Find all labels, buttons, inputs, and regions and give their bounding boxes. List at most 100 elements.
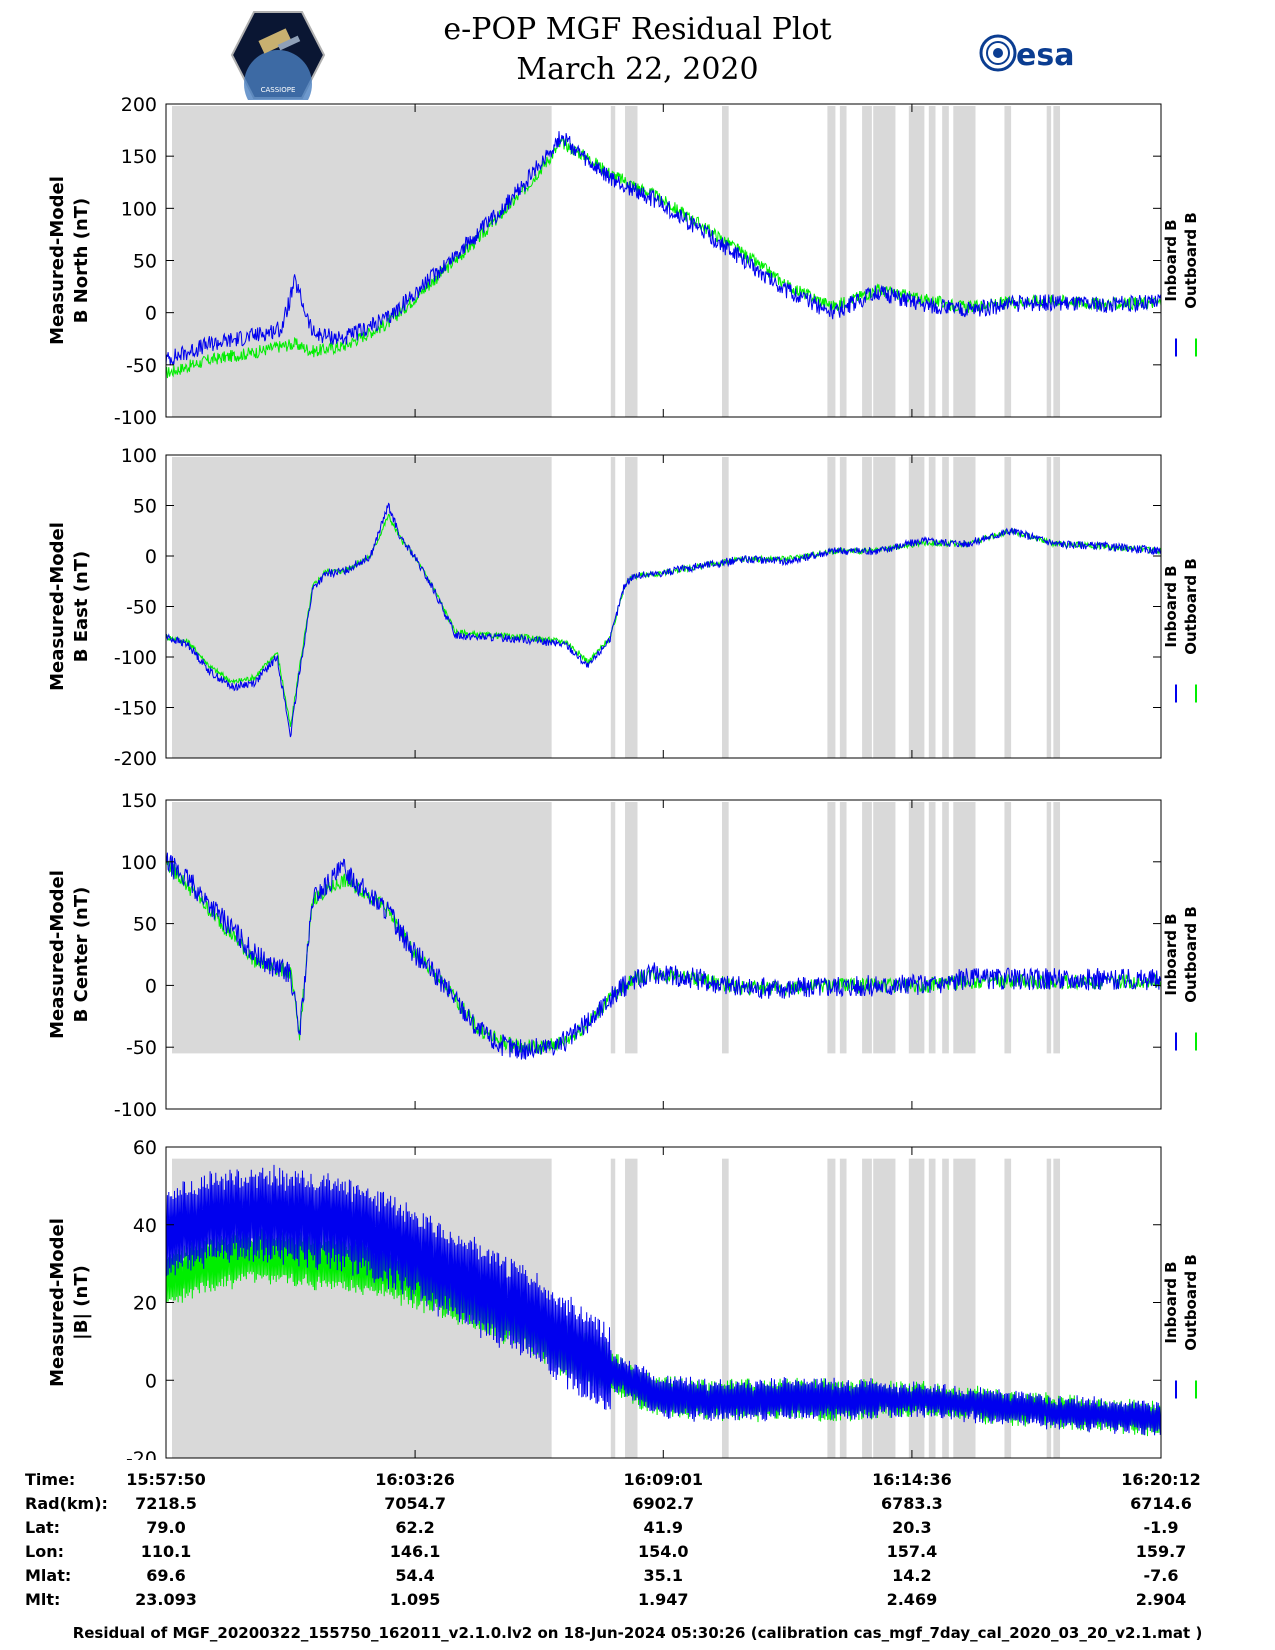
x-tick-rad-value: 7054.7: [384, 1494, 446, 1513]
y-tick-label: 100: [121, 198, 157, 220]
cassiope-logo: CASSIOPE: [230, 11, 326, 100]
y-axis-label-line1: Measured-Model: [47, 522, 68, 691]
x-tick-time-value: 16:14:36: [872, 1470, 952, 1489]
y-tick-label: -100: [114, 1099, 157, 1121]
y-tick-label: -50: [126, 355, 157, 377]
x-tick-rad-value: 6783.3: [881, 1494, 943, 1513]
x-tick-lon-value: 146.1: [389, 1542, 441, 1561]
x-tick-mlat-value: 69.6: [146, 1566, 186, 1585]
legend-outboard-label: Outboard B: [1182, 212, 1200, 309]
x-tick-lon-value: 157.4: [886, 1542, 938, 1561]
y-tick-label: 40: [133, 1215, 157, 1237]
x-tick-mlt-value: 2.904: [1135, 1590, 1187, 1609]
y-tick-label: -100: [114, 407, 157, 429]
x-tick-lon-value: 154.0: [637, 1542, 689, 1561]
legend: Inboard B Outboard B: [1162, 558, 1200, 655]
x-tick-mlt-value: 1.095: [389, 1590, 441, 1609]
y-tick-label: -150: [114, 698, 157, 720]
legend: Inboard B Outboard B: [1162, 212, 1200, 309]
series-inboard-b: [165, 131, 1162, 366]
y-tick-label: -20: [126, 1448, 157, 1460]
x-tick-lat-value: -1.9: [1143, 1518, 1179, 1537]
legend: Inboard B Outboard B: [1162, 1254, 1200, 1351]
mlt-label: Mlt:: [25, 1590, 61, 1609]
y-tick-label: 50: [133, 914, 157, 936]
y-tick-label: -200: [114, 748, 157, 770]
x-tick-time-value: 16:03:26: [375, 1470, 455, 1489]
panel-4: -20 0 20 40 60 Measured-Model |B| (nT) Inboard …: [47, 1137, 1200, 1460]
cassiope-logo-text: CASSIOPE: [261, 86, 296, 94]
lat-label: Lat:: [25, 1518, 61, 1537]
x-tick-mlat-value: 54.4: [395, 1566, 435, 1585]
y-tick-label: 150: [121, 146, 157, 168]
legend-inboard-label: Inboard B: [1162, 913, 1180, 995]
time-label: Time:: [25, 1470, 76, 1489]
x-tick-rad-value: 6714.6: [1130, 1494, 1192, 1513]
legend-inboard-label: Inboard B: [1162, 1261, 1180, 1343]
x-tick-lat-value: 79.0: [146, 1518, 186, 1537]
series-outboard-b: [165, 858, 1162, 1055]
x-tick-time-value: 16:20:12: [1121, 1470, 1201, 1489]
y-axis-label: Measured-Model B Center (nT): [47, 870, 92, 1039]
y-axis-label-line2: B East (nT): [71, 551, 92, 663]
y-axis-label-line1: Measured-Model: [47, 1218, 68, 1387]
x-tick-lon-value: 110.1: [140, 1542, 192, 1561]
x-tick-lat-value: 41.9: [643, 1518, 683, 1537]
x-tick-lat-value: 62.2: [395, 1518, 435, 1537]
x-tick-mlat-value: -7.6: [1143, 1566, 1179, 1585]
y-tick-label: 0: [145, 546, 157, 568]
y-tick-label: -100: [114, 647, 157, 669]
mlat-label: Mlat:: [25, 1566, 72, 1585]
x-tick-time-value: 16:09:01: [623, 1470, 704, 1489]
y-axis-label: Measured-Model |B| (nT): [47, 1218, 92, 1387]
esa-logo-text: esa: [1016, 38, 1074, 73]
legend-inboard-label: Inboard B: [1162, 219, 1180, 301]
legend-inboard-label: Inboard B: [1162, 565, 1180, 647]
y-axis-label-line2: |B| (nT): [71, 1265, 92, 1340]
chart-title: e-POP MGF Residual Plot: [443, 12, 832, 47]
y-tick-label: 100: [121, 852, 157, 874]
series-inboard-b: [165, 502, 1162, 738]
y-tick-label: -50: [126, 597, 157, 619]
y-axis-label: Measured-Model B North (nT): [47, 176, 92, 345]
y-tick-label: 60: [133, 1137, 157, 1159]
x-tick-time-value: 15:57:50: [126, 1470, 206, 1489]
y-axis-label-line1: Measured-Model: [47, 176, 68, 345]
x-tick-mlt-value: 2.469: [886, 1590, 938, 1609]
y-tick-label: 0: [145, 1370, 157, 1392]
panel-1: -100 -50 0 50 100 150 200 Measured-Model B North…: [47, 94, 1200, 429]
series-inboard-b: [165, 852, 1162, 1060]
x-tick-rad-value: 7218.5: [135, 1494, 197, 1513]
y-axis-label-line1: Measured-Model: [47, 870, 68, 1039]
x-tick-rad-value: 6902.7: [632, 1494, 695, 1513]
x-tick-mlt-value: 23.093: [135, 1590, 197, 1609]
legend-outboard-label: Outboard B: [1182, 1254, 1200, 1351]
footer: Residual of MGF_20200322_155750_162011_v…: [72, 1624, 1203, 1642]
y-axis-label-line2: B North (nT): [71, 198, 92, 324]
legend-outboard-label: Outboard B: [1182, 558, 1200, 655]
x-tick-lon-value: 159.7: [1135, 1542, 1187, 1561]
y-tick-label: -50: [126, 1037, 157, 1059]
lon-label: Lon:: [25, 1542, 64, 1561]
x-tick-mlat-value: 14.2: [892, 1566, 932, 1585]
y-tick-label: 100: [121, 445, 157, 467]
y-axis-label-line2: B Center (nT): [71, 887, 92, 1023]
panel-2: -200 -150 -100 -50 0 50 100 Measured-Model B Eas…: [47, 445, 1200, 770]
y-tick-label: 50: [133, 496, 157, 518]
rad-label: Rad(km):: [25, 1494, 108, 1513]
chart-subtitle: March 22, 2020: [516, 52, 759, 87]
x-tick-mlat-value: 35.1: [643, 1566, 683, 1585]
legend-outboard-label: Outboard B: [1182, 906, 1200, 1003]
legend: Inboard B Outboard B: [1162, 906, 1200, 1003]
series-inboard-b: [165, 1164, 1162, 1436]
y-tick-label: 200: [121, 94, 157, 116]
esa-logo: esa: [979, 34, 1074, 73]
panel-3: -100 -50 0 50 100 150 Measured-Model B Center (…: [47, 790, 1200, 1121]
y-axis-label: Measured-Model B East (nT): [47, 522, 92, 691]
y-tick-label: 0: [145, 975, 157, 997]
y-tick-label: 150: [121, 790, 157, 812]
x-tick-lat-value: 20.3: [892, 1518, 932, 1537]
y-tick-label: 20: [133, 1293, 157, 1315]
x-tick-mlt-value: 1.947: [637, 1590, 689, 1609]
